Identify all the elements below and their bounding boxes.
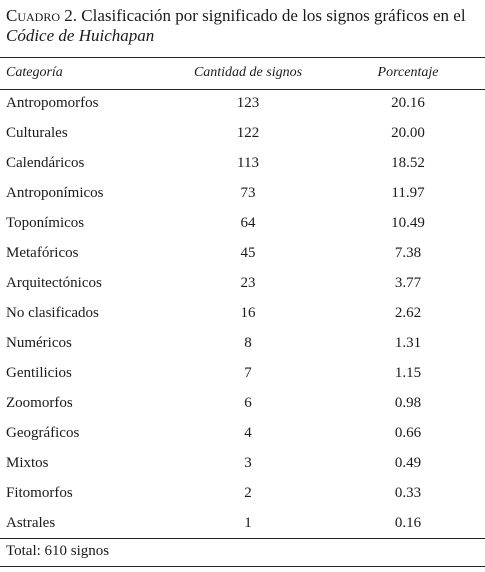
table-row: Geográficos 4 0.66: [0, 420, 485, 450]
table-final-rule: [0, 566, 485, 567]
table-bottom-rule: [0, 538, 485, 539]
row-category: Zoomorfos: [6, 395, 73, 411]
caption-label: Cuadro 2.: [6, 6, 78, 25]
table-row: Metafóricos 45 7.38: [0, 240, 485, 270]
table-row: Astrales 1 0.16: [0, 510, 485, 540]
header-category: Categoría: [6, 65, 63, 80]
row-percent: 0.33: [394, 485, 422, 501]
table-row: No clasificados 16 2.62: [0, 300, 485, 330]
row-category: Geográficos: [6, 425, 80, 441]
row-percent: 7.38: [394, 245, 422, 261]
row-count: 23: [240, 275, 256, 291]
row-percent: 1.15: [394, 365, 422, 381]
row-category: No clasificados: [6, 305, 99, 321]
row-category: Numéricos: [6, 335, 72, 351]
table-row: Fitomorfos 2 0.33: [0, 480, 485, 510]
table-row: Arquitectónicos 23 3.77: [0, 270, 485, 300]
table-row: Culturales 122 20.00: [0, 120, 485, 150]
row-percent: 11.97: [391, 185, 425, 201]
table-caption: Cuadro 2. Clasificación por significado …: [6, 6, 476, 46]
row-count: 45: [240, 245, 256, 261]
row-count: 3: [244, 455, 252, 471]
table-body: Antropomorfos 123 20.16 Culturales 122 2…: [0, 90, 485, 540]
row-count: 2: [244, 485, 252, 501]
row-count: 123: [236, 95, 260, 111]
row-percent: 10.49: [391, 215, 425, 231]
caption-text: Clasificación por significado de los sig…: [77, 6, 466, 25]
row-count: 122: [236, 125, 260, 141]
table-row: Numéricos 8 1.31: [0, 330, 485, 360]
table-row: Zoomorfos 6 0.98: [0, 390, 485, 420]
row-category: Gentilicios: [6, 365, 72, 381]
row-category: Antropomorfos: [6, 95, 99, 111]
row-percent: 20.16: [391, 95, 425, 111]
table-row: Antroponímicos 73 11.97: [0, 180, 485, 210]
row-count: 64: [240, 215, 256, 231]
row-count: 1: [244, 515, 252, 531]
table-row: Antropomorfos 123 20.16: [0, 90, 485, 120]
header-count: Cantidad de signos: [193, 65, 303, 80]
row-percent: 0.49: [394, 455, 422, 471]
row-count: 113: [237, 155, 259, 171]
table-top-rule: [0, 57, 485, 58]
table-header-rule: [0, 89, 485, 90]
table-row: Calendáricos 113 18.52: [0, 150, 485, 180]
row-percent: 2.62: [394, 305, 422, 321]
row-percent: 0.98: [394, 395, 422, 411]
row-count: 8: [244, 335, 252, 351]
row-count: 73: [240, 185, 256, 201]
row-category: Culturales: [6, 125, 68, 141]
row-category: Antroponímicos: [6, 185, 104, 201]
row-percent: 18.52: [391, 155, 425, 171]
row-count: 4: [244, 425, 252, 441]
row-count: 7: [244, 365, 252, 381]
row-category: Calendáricos: [6, 155, 85, 171]
table-total: Total: 610 signos: [6, 543, 110, 559]
table-row: Mixtos 3 0.49: [0, 450, 485, 480]
row-percent: 0.16: [394, 515, 422, 531]
row-percent: 0.66: [394, 425, 422, 441]
row-category: Metafóricos: [6, 245, 79, 261]
row-category: Astrales: [6, 515, 56, 531]
caption-codex-title: Códice de Huichapan: [6, 26, 155, 45]
row-category: Toponímicos: [6, 215, 85, 231]
row-count: 16: [240, 305, 256, 321]
row-percent: 3.77: [394, 275, 422, 291]
row-category: Fitomorfos: [6, 485, 73, 501]
row-category: Arquitectónicos: [6, 275, 102, 291]
table-row: Gentilicios 7 1.15: [0, 360, 485, 390]
header-percent: Porcentaje: [377, 65, 439, 80]
row-count: 6: [244, 395, 252, 411]
row-category: Mixtos: [6, 455, 49, 471]
row-percent: 20.00: [391, 125, 425, 141]
row-percent: 1.31: [394, 335, 422, 351]
table-row: Toponímicos 64 10.49: [0, 210, 485, 240]
